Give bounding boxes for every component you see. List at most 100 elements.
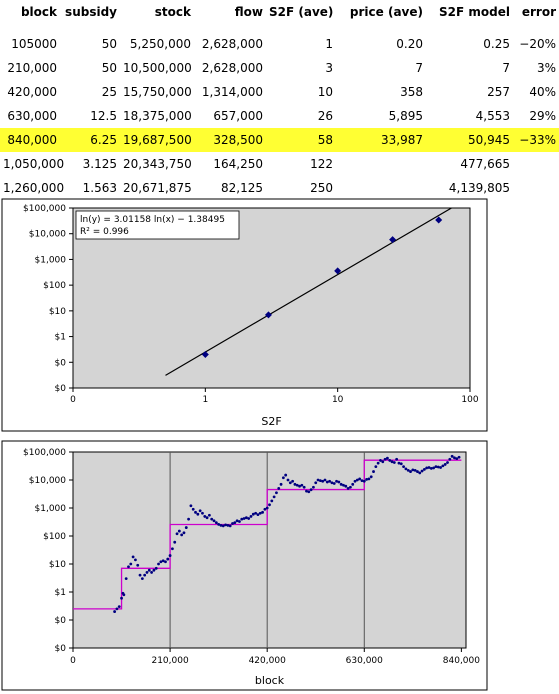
price-point [221,524,225,528]
price-point [312,485,315,489]
price-point [298,484,301,488]
price-point [284,473,288,477]
price-point [145,571,149,574]
header-price-ave: price (ave) [349,5,423,19]
price-point [453,456,456,460]
cell-price-ave: 0.20 [396,37,423,51]
price-point [258,511,262,515]
price-point [291,479,295,483]
price-point [330,481,334,485]
price-point [293,482,297,486]
price-point [372,470,375,473]
price-point [224,523,227,527]
y-tick-label: $100 [43,532,66,542]
price-point [235,519,239,523]
price-point [441,464,445,468]
data-point [435,216,443,224]
cell-block: 105000 [11,37,57,51]
header-subsidy: subsidy [65,5,117,19]
price-point [164,560,167,564]
price-point [129,562,133,566]
cell-error [513,152,559,176]
price-point [214,521,218,525]
price-point [228,524,232,528]
price-point [388,459,392,462]
price-point [244,516,248,520]
price-point [409,470,412,473]
price-point [436,465,440,469]
cell-stock: 19,687,500 [120,128,194,152]
price-point [217,522,221,526]
price-point [268,503,271,507]
price-point [300,483,304,487]
price-point [136,563,140,567]
price-point [288,481,292,485]
price-point [286,478,290,482]
cell-flow: 82,125 [221,181,263,195]
s2f-price-chart: $0 $0 $1 $10 $100 $1,000 $10,000 $100,000 0 1 10 10… [1,198,488,432]
price-point [152,568,156,572]
price-point [295,483,299,487]
price-point [251,512,255,516]
cell-s2f-model: 4,139,805 [448,181,510,195]
price-point [281,476,285,480]
table-row: 210,000 50 10,500,000 2,628,000 3 7 7 3% [0,56,559,80]
price-point [122,593,126,597]
table-body: 105000 50 5,250,000 2,628,000 1 0.20 0.25 −20% 2… [0,24,559,200]
cell-subsidy: 3.125 [82,157,117,171]
price-point [184,526,188,529]
x-tick-label: 0 [70,395,76,405]
price-point [323,478,327,482]
cell-subsidy: 6.25 [60,128,120,152]
cell-subsidy: 1.563 [82,181,117,195]
x-tick-label: 630,000 [346,656,383,666]
cell-block: 210,000 [7,61,57,75]
price-point [379,459,382,462]
price-point [117,605,121,609]
price-point [397,461,401,465]
cell-flow: 328,500 [194,128,266,152]
y-tick-label: $0 [55,616,67,626]
price-point [134,558,137,562]
data-point [201,351,209,359]
cell-error: 3% [536,61,556,75]
price-point [272,495,276,499]
table-row: 630,000 12.5 18,375,000 657,000 26 5,895 4,553… [0,104,559,128]
cell-s2f-model: 50,945 [426,128,513,152]
cell-subsidy: 50 [101,37,117,51]
price-point [339,482,343,486]
price-point [231,522,234,525]
price-point [150,571,154,574]
price-point [422,467,426,471]
cell-stock: 20,343,750 [123,157,192,171]
y-tick-label: $1 [55,588,66,598]
cell-subsidy: 50 [101,61,117,75]
table-header-row: block subsidy stock flow S2F (ave) price… [0,0,559,24]
cell-error: 29% [529,109,556,123]
cell-block: 840,000 [0,128,60,152]
price-point [219,523,223,527]
price-point [302,485,306,489]
price-point [367,477,371,481]
price-point [161,559,165,563]
price-point [351,482,355,486]
price-point [395,457,399,461]
price-point [212,519,216,523]
price-point [226,523,230,527]
cell-s2f-model: 0.25 [483,37,510,51]
price-point [346,487,350,490]
price-point [207,513,211,517]
r-squared-text: R² = 0.996 [80,227,129,237]
price-point [432,466,436,470]
cell-s2f-model: 7 [502,61,510,75]
price-point [355,478,359,482]
header-stock: stock [154,5,191,19]
price-point [240,517,244,521]
price-point [131,555,135,559]
price-point [411,468,415,472]
cell-s2f-ave: 10 [317,85,333,99]
price-point [249,515,253,518]
price-point [342,483,345,487]
price-point [448,457,452,461]
price-point [210,517,214,521]
